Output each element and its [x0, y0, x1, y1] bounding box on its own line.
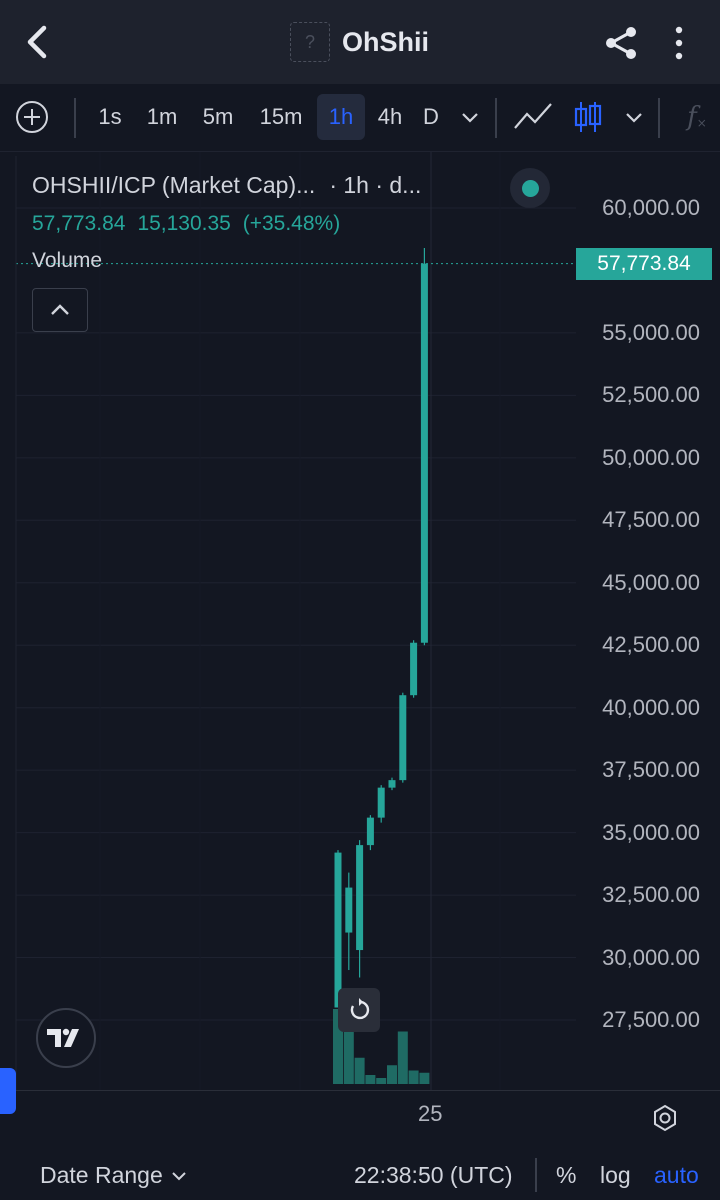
- chevron-down-icon[interactable]: [620, 94, 648, 140]
- reset-chart-button[interactable]: [338, 988, 380, 1032]
- page-title: OhShii: [342, 26, 429, 57]
- change-percent: (+35.48%): [242, 212, 341, 235]
- title-group: ? OhShii: [290, 20, 429, 64]
- toolbar-divider: [658, 98, 660, 138]
- utc-clock[interactable]: 22:38:50 (UTC): [354, 1162, 513, 1188]
- price-tick-label: 37,500.00: [602, 757, 700, 783]
- chart-grid: [16, 152, 576, 1090]
- app-header: ? OhShii: [0, 0, 720, 84]
- price-tick-label: 42,500.00: [602, 632, 700, 658]
- token-placeholder-icon: ?: [290, 22, 330, 62]
- candle-body: [356, 845, 364, 951]
- date-range-button[interactable]: Date Range: [40, 1162, 187, 1189]
- candle-body: [377, 787, 385, 818]
- add-symbol-icon[interactable]: [14, 94, 50, 140]
- legend-values: 57,773.84 15,130.35 (+35.48%): [32, 212, 340, 236]
- volume-bar: [408, 1070, 419, 1084]
- interval-d[interactable]: D: [423, 104, 439, 129]
- current-price-tag: 57,773.84: [576, 247, 712, 280]
- settings-gear-icon[interactable]: [650, 1103, 680, 1133]
- share-icon[interactable]: [602, 24, 640, 62]
- volume-bar: [343, 1031, 354, 1084]
- candle-body: [410, 642, 418, 696]
- tradingview-logo[interactable]: [36, 1008, 96, 1068]
- tv-logo-icon: [47, 1028, 79, 1047]
- interval-1h[interactable]: 1h: [317, 94, 365, 140]
- interval-15m[interactable]: 15m: [259, 104, 303, 129]
- price-tick-label: 35,000.00: [602, 819, 700, 845]
- indicators-fx-icon[interactable]: f ×: [687, 102, 707, 132]
- back-arrow-icon[interactable]: [18, 22, 58, 62]
- collapse-legend-button[interactable]: [32, 288, 88, 332]
- price-tick-label: 55,000.00: [602, 319, 700, 345]
- price-tick-label: 30,000.00: [602, 944, 700, 970]
- interval-5m[interactable]: 5m: [202, 104, 234, 129]
- volume-bar: [365, 1075, 376, 1084]
- symbol-title: OHSHII/ICP (Market Cap)...: [32, 172, 316, 198]
- volume-bar: [387, 1065, 397, 1084]
- chart-toolbar: 1s 1m 5m 15m 1h 4h D f ×: [0, 84, 720, 152]
- volume-bar: [397, 1031, 408, 1084]
- candle-body: [366, 817, 374, 846]
- price-tick-label: 40,000.00: [602, 694, 700, 720]
- chevron-up-icon: [51, 304, 69, 315]
- volume-bar: [376, 1078, 387, 1084]
- last-value: 57,773.84: [32, 212, 126, 235]
- interval-4h[interactable]: 4h: [377, 104, 403, 129]
- price-tick-label: 50,000.00: [602, 444, 700, 470]
- time-tick-label: 25: [418, 1101, 443, 1126]
- interval-suffix: · 1h · d...: [329, 172, 422, 198]
- price-tick-label: 45,000.00: [602, 569, 700, 595]
- candle-body: [420, 263, 428, 643]
- side-drawer-handle[interactable]: [0, 1068, 16, 1114]
- time-scale[interactable]: 25: [16, 1090, 720, 1142]
- candle-body: [334, 852, 342, 1008]
- interval-1s[interactable]: 1s: [98, 104, 122, 129]
- candle-body: [399, 695, 407, 781]
- price-tick-label: 32,500.00: [602, 882, 700, 908]
- price-tick-label: 52,500.00: [602, 382, 700, 408]
- chevron-down-icon[interactable]: [456, 94, 484, 140]
- line-chart-icon[interactable]: [512, 94, 554, 140]
- market-status-indicator[interactable]: [510, 168, 550, 208]
- price-tick-label: 60,000.00: [602, 195, 700, 220]
- reset-icon: [350, 998, 370, 1020]
- price-tick-label: 27,500.00: [602, 1007, 700, 1032]
- status-dot-icon: [521, 179, 539, 197]
- symbol-legend[interactable]: OHSHII/ICP (Market Cap)... · 1h · d...: [32, 172, 421, 199]
- change-value: 15,130.35: [137, 212, 231, 235]
- bottom-bar: Date Range 22:38:50 (UTC) % log auto: [0, 1150, 720, 1200]
- volume-bar: [354, 1057, 365, 1084]
- more-options-icon[interactable]: [668, 24, 690, 62]
- interval-1m[interactable]: 1m: [146, 104, 178, 129]
- price-tick-label: 47,500.00: [602, 507, 700, 533]
- volume-bar: [333, 1009, 343, 1084]
- volume-legend[interactable]: Volume: [32, 249, 103, 272]
- log-scale-toggle[interactable]: log: [600, 1162, 631, 1188]
- volume-bars: [333, 1009, 430, 1084]
- bottom-divider: [535, 1158, 537, 1192]
- volume-bar: [419, 1072, 430, 1084]
- auto-scale-toggle[interactable]: auto: [654, 1162, 699, 1188]
- toolbar-divider: [495, 98, 497, 138]
- candle-body: [345, 887, 353, 933]
- candle-series: [334, 247, 428, 1008]
- date-range-label: Date Range: [40, 1162, 163, 1188]
- candlestick-icon[interactable]: [572, 94, 604, 140]
- price-chart[interactable]: [0, 152, 720, 1090]
- percent-scale-toggle[interactable]: %: [556, 1162, 577, 1188]
- chevron-down-icon: [172, 1171, 186, 1180]
- toolbar-divider: [74, 98, 76, 138]
- candle-body: [388, 780, 396, 788]
